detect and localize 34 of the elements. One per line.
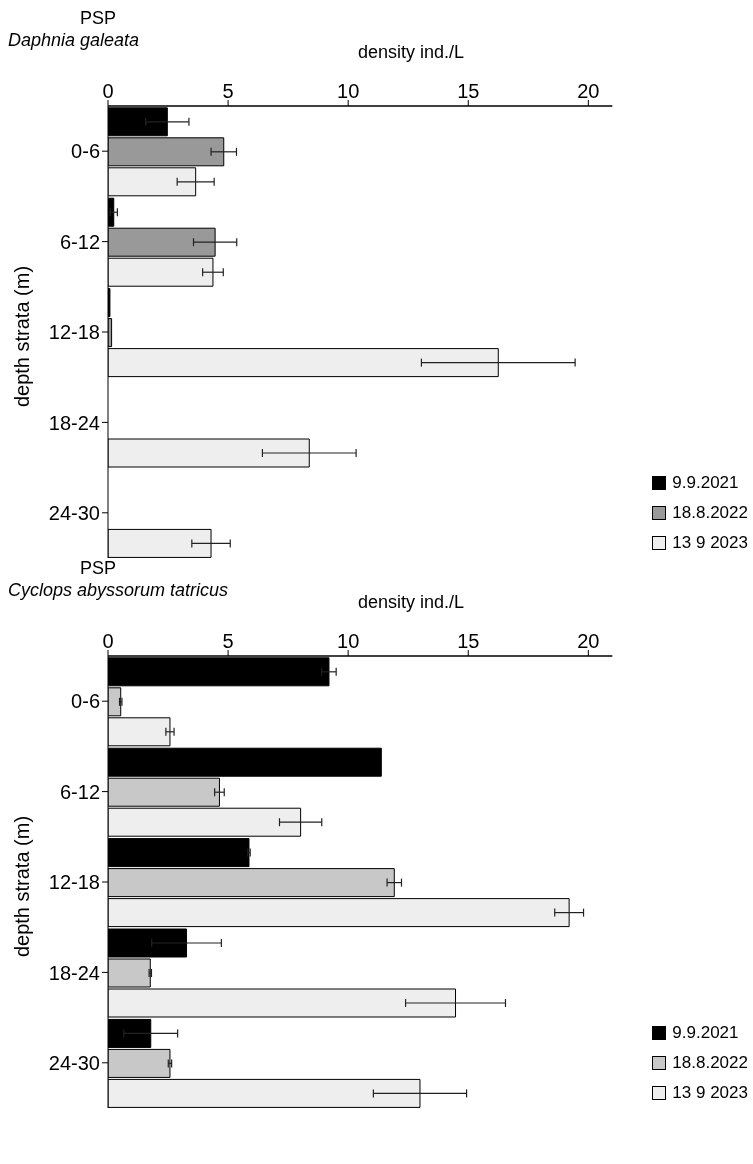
y-tick-label: 24-30 bbox=[48, 1051, 100, 1074]
x-tick-label: 15 bbox=[457, 630, 480, 652]
y-axis-title: depth strata (m) bbox=[11, 815, 35, 957]
x-tick-label: 5 bbox=[222, 630, 234, 652]
legend-label: 13 9 2023 bbox=[672, 1082, 748, 1104]
x-tick-label: 10 bbox=[337, 80, 360, 102]
x-axis-title: density ind./L bbox=[358, 42, 465, 63]
legend-label: 9.9.2021 bbox=[672, 1022, 739, 1044]
y-tick-label: 0-6 bbox=[71, 690, 100, 713]
legend-label: 13 9 2023 bbox=[672, 532, 748, 554]
chart-subtitle: Cyclops abyssorum tatricus bbox=[8, 580, 229, 601]
chart-subtitle: Daphnia galeata bbox=[8, 30, 140, 51]
x-tick-label: 5 bbox=[222, 80, 234, 102]
y-axis-title: depth strata (m) bbox=[11, 265, 35, 407]
y-tick-label: 6-12 bbox=[59, 230, 100, 253]
y-tick-label: 18-24 bbox=[48, 411, 100, 434]
x-tick-label: 0 bbox=[102, 80, 114, 102]
x-tick-label: 20 bbox=[577, 80, 600, 102]
x-tick-label: 20 bbox=[577, 630, 600, 652]
y-tick-label: 12-18 bbox=[48, 871, 100, 894]
y-tick-label: 24-30 bbox=[48, 501, 100, 524]
chart-title: PSP bbox=[80, 558, 117, 579]
x-tick-label: 10 bbox=[337, 630, 360, 652]
x-tick-label: 15 bbox=[457, 80, 480, 102]
y-tick-label: 0-6 bbox=[71, 140, 100, 163]
y-tick-label: 6-12 bbox=[59, 780, 100, 803]
chart-title: PSP bbox=[80, 8, 117, 29]
y-tick-label: 12-18 bbox=[48, 321, 100, 344]
legend-label: 18.8.2022 bbox=[672, 502, 748, 524]
legend-label: 18.8.2022 bbox=[672, 1052, 748, 1074]
x-tick-label: 0 bbox=[102, 630, 114, 652]
legend-label: 9.9.2021 bbox=[672, 472, 739, 494]
y-tick-label: 18-24 bbox=[48, 961, 100, 984]
x-axis-title: density ind./L bbox=[358, 592, 465, 613]
